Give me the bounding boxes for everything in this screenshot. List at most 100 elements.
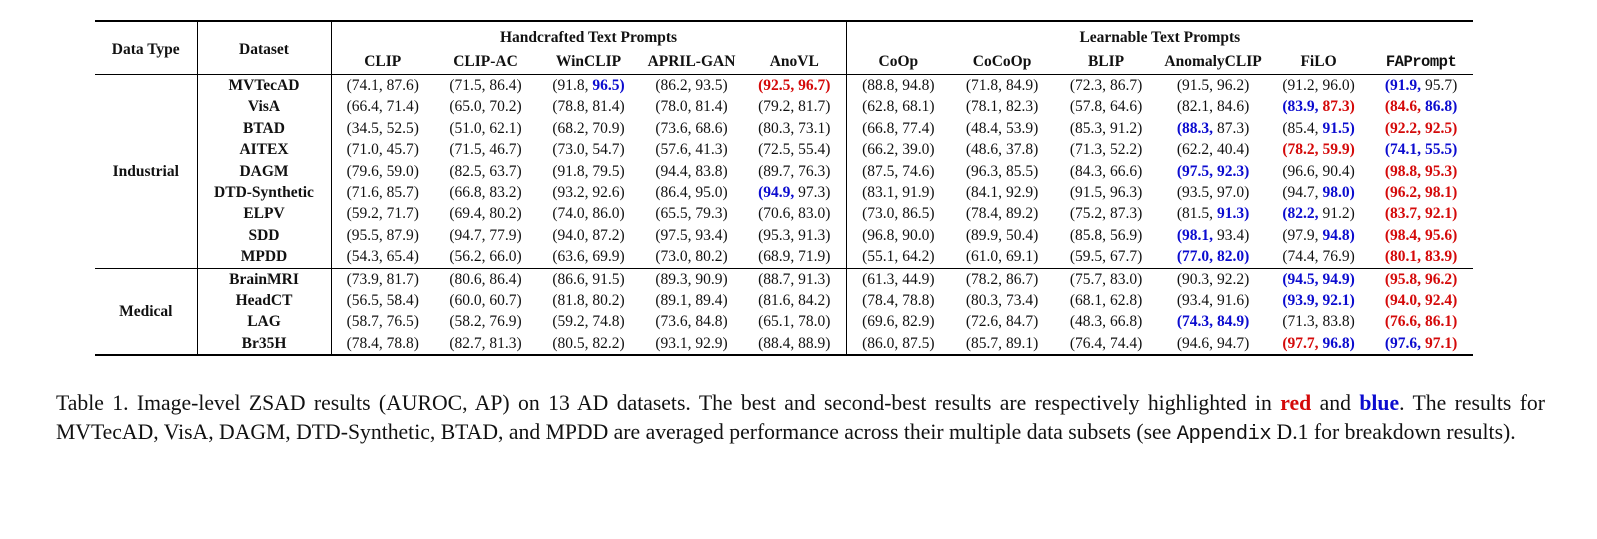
ap-value: 62.1) <box>485 119 522 137</box>
auroc-value: (74.1, <box>346 77 383 94</box>
auroc-value: (48.4, <box>965 119 1003 137</box>
auroc-value: (81.6, <box>758 292 795 310</box>
result-cell: (92.5, 96.7) <box>743 74 847 97</box>
result-cell: (80.6, 86.4) <box>434 267 537 291</box>
ap-value: 55.5) <box>1421 141 1458 159</box>
auroc-value: (81.8, <box>552 292 589 310</box>
result-cell: (48.3, 66.8) <box>1054 311 1158 332</box>
ap-value: 52.2) <box>1106 141 1143 159</box>
result-cell: (62.2, 40.4) <box>1158 139 1268 160</box>
result-cell: (69.6, 82.9) <box>846 311 950 332</box>
ap-value: 86.7) <box>1002 270 1039 288</box>
auroc-value: (57.8, <box>1069 98 1107 116</box>
auroc-value: (71.0, <box>346 141 383 159</box>
result-cell: (71.3, 52.2) <box>1054 139 1158 160</box>
auroc-value: (94.7, <box>1282 184 1319 202</box>
result-cell: (88.7, 91.3) <box>743 267 847 291</box>
ap-value: 62.8) <box>1106 292 1143 310</box>
result-cell: (98.1, 93.4) <box>1158 225 1268 246</box>
auroc-value: (88.3, <box>1176 119 1214 137</box>
result-cell: (74.1, 87.6) <box>331 75 434 97</box>
auroc-value: (86.4, <box>655 184 692 202</box>
ap-value: 98.0) <box>1318 184 1355 202</box>
auroc-value: (82.5, <box>449 162 486 180</box>
auroc-value: (61.3, <box>862 270 899 288</box>
auroc-value: (84.3, <box>1069 162 1107 180</box>
table-row: Medical BrainMRI (73.9, 81.7) (80.6, 86.4)(… <box>95 267 1474 356</box>
result-cell: (78.0, 81.4) <box>640 96 743 117</box>
ap-value: 76.9) <box>1318 248 1355 266</box>
ap-value: 95.7) <box>1421 77 1458 94</box>
ap-value: 94.7) <box>1213 334 1250 352</box>
ap-value: 65.4) <box>382 248 419 266</box>
auroc-value: (78.2, <box>1282 141 1319 159</box>
auroc-value: (75.7, <box>1069 270 1107 288</box>
ap-value: 52.5) <box>382 119 419 137</box>
result-cell: (72.5, 55.4) <box>743 139 847 161</box>
ap-value: 87.2) <box>588 226 625 244</box>
ap-value: 91.3) <box>794 226 831 244</box>
result-cell: (57.6, 41.3) <box>640 139 743 160</box>
ap-value: 86.5) <box>898 205 935 223</box>
ap-value: 76.5) <box>382 313 419 331</box>
dataset-header: Dataset <box>197 21 332 75</box>
auroc-value: (91.5, <box>1176 77 1214 94</box>
auroc-value: (98.8, <box>1384 162 1422 180</box>
result-cell: (71.3, 83.8) <box>1268 311 1369 332</box>
ap-value: 74.4) <box>1106 334 1143 352</box>
auroc-value: (97.7, <box>1282 334 1319 352</box>
caption-text: . The results for MVTecAD, VisA, DAGM, D… <box>56 391 1545 444</box>
ap-value: 80.2) <box>588 292 625 310</box>
dataset-cell: MPDD <box>197 246 332 269</box>
result-cell: (81.8, 80.2) <box>537 290 640 311</box>
auroc-value: (72.6, <box>965 313 1003 331</box>
dataset-cell: ELPV <box>197 203 332 225</box>
ap-value: 91.9) <box>898 184 935 202</box>
result-cell: (93.4, 91.6) <box>1158 290 1268 311</box>
auroc-value: (97.5, <box>655 226 692 244</box>
result-cell: (96.2, 98.1) <box>1369 182 1473 203</box>
result-cell: (78.1, 82.3) <box>950 96 1054 117</box>
auroc-value: (94.0, <box>1384 292 1422 310</box>
result-cell: (74.4, 76.9) <box>1268 246 1369 268</box>
ap-value: 68.1) <box>898 98 935 116</box>
result-cell: (89.3, 90.9) <box>640 267 743 291</box>
auroc-value: (73.0, <box>655 248 692 266</box>
ap-value: 87.9) <box>382 226 419 244</box>
auroc-value: (63.6, <box>552 248 589 266</box>
result-cell: (75.7, 83.0) <box>1054 267 1159 291</box>
auroc-value: (89.7, <box>758 162 795 180</box>
result-cell: (72.3, 86.7) <box>1054 75 1158 97</box>
auroc-value: (89.1, <box>655 292 692 310</box>
method-header-winclip: WinCLIP <box>537 50 640 75</box>
dataset-cell: AITEX <box>197 139 332 161</box>
auroc-value: (54.3, <box>346 248 383 266</box>
ap-value: 85.5) <box>1002 162 1039 180</box>
ap-value: 45.7) <box>382 141 419 159</box>
result-cell: (85.4, 91.5) <box>1268 118 1369 139</box>
auroc-value: (98.1, <box>1176 226 1214 244</box>
result-cell: (59.2, 71.7) <box>331 203 434 224</box>
auroc-value: (94.7, <box>449 226 486 244</box>
ap-value: 92.2) <box>1213 270 1250 288</box>
ap-value: 96.5) <box>588 77 625 94</box>
ap-value: 94.8) <box>898 77 935 94</box>
dataset-cell: DTD-Synthetic <box>197 182 332 204</box>
result-cell: (73.6, 84.8) <box>640 311 743 332</box>
ap-value: 64.2) <box>898 248 935 266</box>
result-cell: (91.2, 96.0) <box>1268 75 1369 97</box>
ap-value: 44.9) <box>898 270 935 288</box>
ap-value: 84.7) <box>1002 313 1039 331</box>
method-header-faprompt: FAPrompt <box>1369 50 1474 75</box>
auroc-value: (94.4, <box>655 162 692 180</box>
result-cell: (66.2, 39.0) <box>846 139 950 160</box>
ap-value: 89.4) <box>691 292 728 310</box>
result-cell: (97.5, 93.4) <box>640 225 743 246</box>
result-cell: (78.4, 89.2) <box>950 203 1054 224</box>
auroc-value: (83.9, <box>1282 98 1319 116</box>
result-cell: (73.0, 80.2) <box>640 246 743 268</box>
ap-value: 71.9) <box>794 248 831 266</box>
result-cell: (78.2, 86.7) <box>950 267 1055 291</box>
result-cell: (90.3, 92.2) <box>1158 267 1269 291</box>
result-cell: (98.4, 95.6) <box>1369 225 1473 246</box>
